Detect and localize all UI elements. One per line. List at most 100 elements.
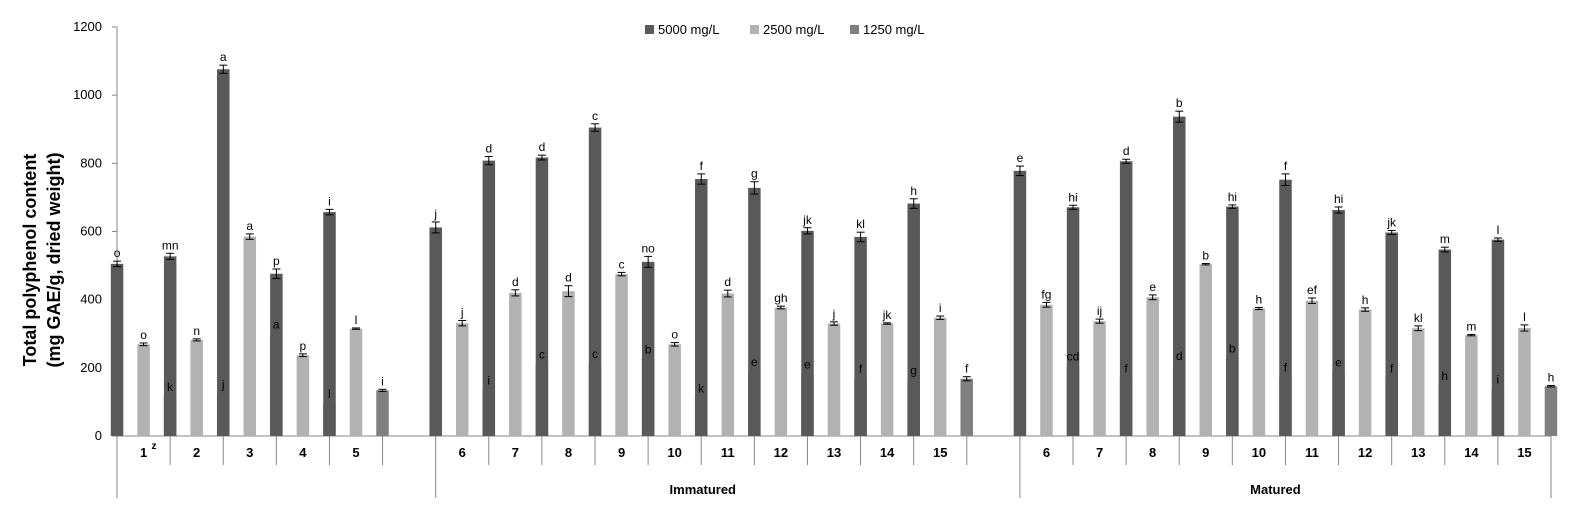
significance-letter: e <box>1335 356 1342 370</box>
significance-letter: p <box>300 339 307 353</box>
bar <box>217 69 230 436</box>
significance-letter: h <box>1362 293 1369 307</box>
significance-letter: j <box>832 307 836 321</box>
category-label: 15 <box>1517 445 1531 460</box>
significance-letter: i <box>1496 373 1499 387</box>
significance-letter: d <box>1176 349 1183 363</box>
bar <box>1332 210 1345 436</box>
bar <box>137 344 150 436</box>
significance-letter: d <box>512 275 519 289</box>
bar <box>1040 304 1053 436</box>
bar <box>1465 335 1478 436</box>
bar <box>1438 249 1452 436</box>
significance-letter: i <box>381 374 384 388</box>
legend: 5000 mg/L 2500 mg/L 1250 mg/L <box>645 22 924 37</box>
superscript-note: z <box>152 441 157 452</box>
bar <box>668 344 681 436</box>
significance-letter: gh <box>774 291 787 305</box>
bar <box>1199 264 1213 436</box>
category-label: 14 <box>1464 445 1479 460</box>
significance-letter: no <box>641 241 655 255</box>
significance-letter: f <box>1284 361 1288 375</box>
significance-letter: kl <box>1414 311 1423 325</box>
bar <box>854 236 867 436</box>
bar <box>615 274 628 436</box>
y-tick-label: 400 <box>80 292 102 307</box>
bar <box>1066 207 1080 436</box>
significance-letter: f <box>1284 159 1288 173</box>
significance-letter: h <box>1441 369 1448 383</box>
legend-label: 2500 mg/L <box>763 22 824 37</box>
bar <box>801 230 814 436</box>
bar <box>110 263 124 436</box>
significance-letter: d <box>724 275 731 289</box>
significance-letter: a <box>246 219 253 233</box>
significance-letter: e <box>1149 280 1156 294</box>
significance-letter: fg <box>1041 287 1051 301</box>
significance-letter: h <box>910 184 917 198</box>
y-tick-label: 800 <box>80 155 102 170</box>
bar <box>163 256 177 436</box>
bar <box>827 323 841 436</box>
bar <box>907 203 920 436</box>
y-axis: 0 200 400 600 800 1000 1200 <box>73 19 118 443</box>
category-label: 4 <box>299 445 307 460</box>
significance-letter: c <box>592 109 598 123</box>
y-tick-label: 1200 <box>73 19 102 34</box>
significance-letter: c <box>539 348 545 362</box>
y-axis-title-line1: Total polyphenol content <box>20 154 40 367</box>
category-label: 3 <box>246 445 253 460</box>
category-label: 12 <box>1358 445 1372 460</box>
category-label: 6 <box>459 445 466 460</box>
significance-letter: hi <box>1334 192 1343 206</box>
bar <box>243 236 257 436</box>
significance-letter: b <box>645 342 652 356</box>
bar <box>296 355 310 436</box>
y-axis-title: Total polyphenol content (mg GAE/g, drie… <box>20 152 64 367</box>
significance-letter: o <box>671 328 678 342</box>
group-label: Immatured <box>670 482 737 497</box>
significance-letter: n <box>193 324 200 338</box>
significance-letter: jk <box>1386 215 1397 229</box>
significance-letter: k <box>698 381 705 395</box>
significance-letter: e <box>1017 151 1024 165</box>
bar <box>1518 327 1531 436</box>
bar <box>960 378 973 436</box>
category-label: 8 <box>1149 445 1156 460</box>
significance-letter: g <box>751 167 758 181</box>
category-label: 6 <box>1043 445 1050 460</box>
significance-letter: o <box>114 246 121 260</box>
significance-letter: f <box>700 159 704 173</box>
significance-letter: a <box>273 318 280 332</box>
significance-letter: c <box>592 347 598 361</box>
significance-letter: d <box>485 142 492 156</box>
group-label: Matured <box>1250 482 1301 497</box>
significance-letter: b <box>1176 96 1183 110</box>
significance-letter: jk <box>882 308 893 322</box>
significance-letter: i <box>939 301 942 315</box>
legend-swatch <box>850 25 859 34</box>
significance-letter: o <box>140 328 147 342</box>
significance-letter: f <box>1124 361 1128 375</box>
bar <box>455 323 469 436</box>
significance-letter: cd <box>1067 349 1080 363</box>
significance-letter: m <box>1440 232 1450 246</box>
significance-letter: i <box>328 194 331 208</box>
bar <box>1146 297 1159 436</box>
bar <box>1093 321 1106 436</box>
bar <box>429 227 442 436</box>
significance-letter: kl <box>856 217 865 231</box>
significance-letter: f <box>859 362 863 376</box>
bar <box>376 390 389 436</box>
significance-letter: h <box>1256 293 1263 307</box>
category-label: 8 <box>565 445 572 460</box>
significance-letter: a <box>220 50 227 64</box>
significance-letter: ij <box>1097 304 1102 318</box>
significance-letter: f <box>965 362 969 376</box>
significance-letter: g <box>910 364 917 378</box>
legend-swatch <box>750 25 759 34</box>
significance-letter: l <box>355 313 358 327</box>
bar <box>1385 232 1398 436</box>
significance-letter: d <box>1123 144 1130 158</box>
